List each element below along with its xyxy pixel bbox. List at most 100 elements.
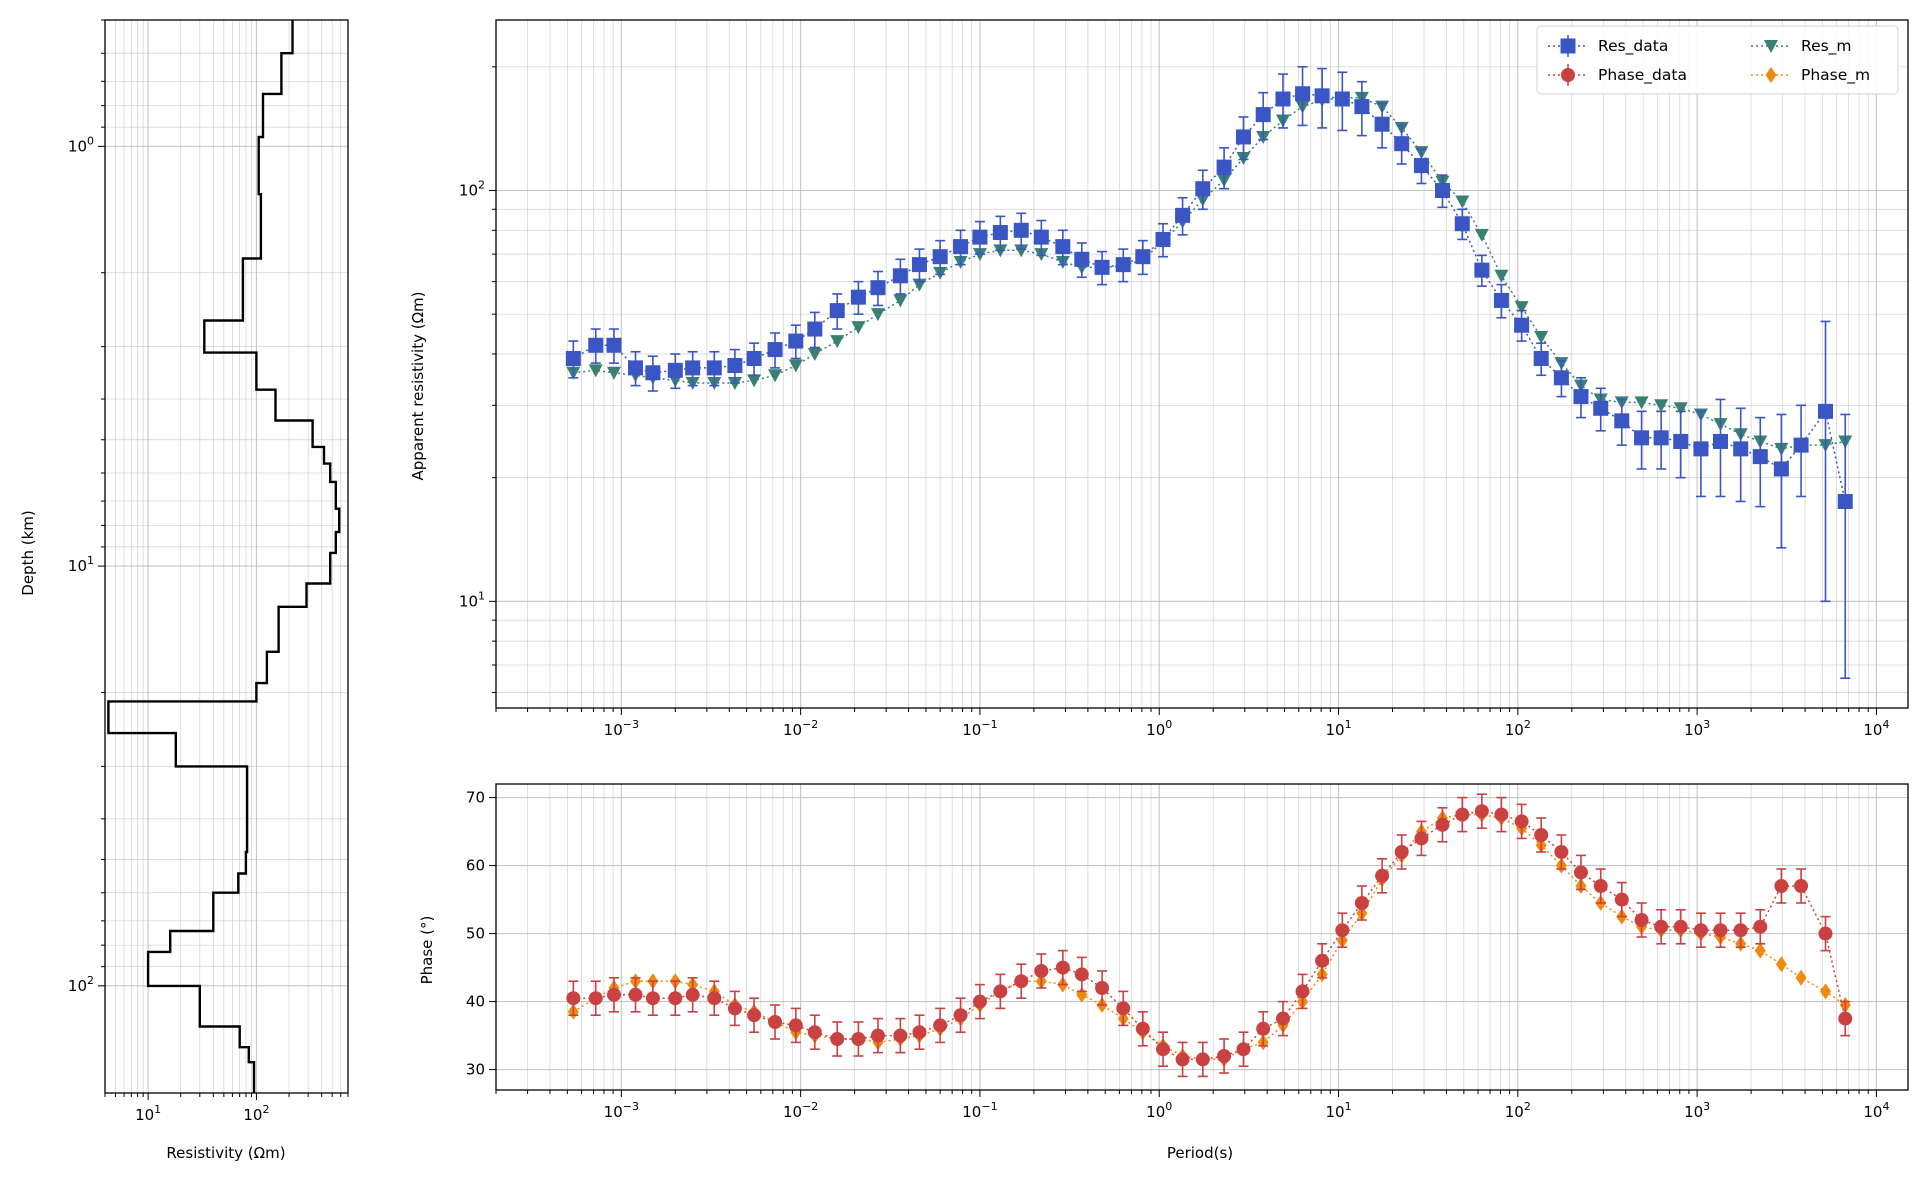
res-data-point [1374,116,1390,132]
res-data-point [1553,370,1569,386]
phase-data-point [1494,807,1509,822]
res-data-point [767,342,783,358]
x-tick-label: 10−1 [962,718,997,739]
phase-data-point [685,987,700,1002]
res-data-point [1514,317,1530,333]
phase-data-point [1195,1052,1210,1067]
res-data-point [1334,91,1350,107]
res-data-point [1793,437,1809,453]
res-data-line [572,92,1846,502]
res-marks [565,66,1853,679]
phase-ticks: 10−3 10−2 10−1 100 101 102 103 104 30 40 50 60 70 [466,789,1890,1121]
res-data-point [1354,99,1370,115]
res-data-point [1195,181,1211,197]
x-tick-label: 100 [1146,1100,1172,1121]
res-data-point [829,303,845,319]
res-m-line [573,97,1846,450]
y-tick-label: 100 [68,134,94,155]
legend-frame [1536,25,1899,95]
res-data-point [1434,182,1450,198]
phase-data-point [566,991,581,1006]
x-tick-label: 103 [1684,718,1710,739]
res-data-point [911,257,927,273]
res-m-point [1534,330,1549,344]
model-ticks: 101 102 100 101 102 [68,19,349,1124]
res-data-point [1094,259,1110,275]
phase-data-point [972,994,987,1009]
res-data-point [870,280,886,296]
res-m-point [1014,244,1029,258]
phase-data-point [933,1018,948,1033]
phase-data-point [1055,960,1070,975]
res-m-point [851,321,866,335]
phase-data-point [851,1032,866,1046]
x-tick-label: 102 [1505,718,1531,739]
x-tick-label: 102 [243,1103,269,1124]
phase-data-point [1713,923,1728,938]
phase-data-point [1534,828,1549,842]
phase-data-point [1435,817,1450,832]
x-tick-label: 103 [1684,1100,1710,1121]
y-tick-label: 101 [68,554,94,575]
phase-data-point [1375,868,1390,883]
res-data-point [588,337,604,353]
res-data-point [1115,257,1131,273]
phase-data-point [668,991,683,1006]
legend-label: Phase_m [1801,66,1870,85]
phase-data-point [807,1025,822,1040]
phase-data-point [1614,892,1629,907]
phase-data-point [1295,984,1310,999]
phase-data-point [1794,879,1809,893]
phase-data-line [573,810,1846,1061]
model-axes-frame [104,19,349,1094]
res-data-point [1216,159,1232,175]
phase-data-point [1573,865,1588,880]
phase-data-point [1733,923,1748,938]
y-tick-label: 40 [466,993,485,1011]
res-data-point [1653,430,1669,446]
res-ylabel: Apparent resistivity (Ωm) [409,292,427,481]
res-data-point [807,321,823,337]
y-tick-label: 60 [466,857,485,875]
res-m-point [768,369,783,383]
phase-data-point [1116,1001,1131,1016]
res-data-point [1295,86,1311,102]
res-data-point [1837,493,1853,509]
y-tick-label: 30 [466,1061,485,1079]
res-m-point [893,294,908,308]
phase-m-point [1754,942,1766,959]
phase-data-point [1673,919,1688,934]
res-data-point [953,239,969,255]
x-tick-label: 101 [1325,718,1351,739]
model-xlabel: Resistivity (Ωm) [166,1144,285,1162]
res-m-point [606,366,621,380]
phase-data-point [588,991,603,1006]
y-tick-label: 102 [459,178,485,199]
resistivity-profile-line [107,20,341,1093]
res-data-point [746,350,762,366]
res-data-point [892,268,908,284]
apparent-resistivity-panel: 10−3 10−2 10−1 100 101 102 103 104 101 102 Appare… [409,19,1909,739]
phase-data-point [1175,1052,1190,1067]
phase-data-point [1275,1011,1290,1026]
res-data-point [1413,158,1429,174]
res-data-point [706,360,722,376]
res-data-point [1135,249,1151,265]
phase-data-point [628,987,643,1002]
y-tick-label: 50 [466,925,485,943]
phase-data-point [1818,926,1833,941]
res-m-point [1654,399,1669,413]
phase-m-line [572,813,1846,1061]
phase-data-point [747,1008,762,1023]
res-data-point [1055,239,1071,255]
res-m-point [1494,269,1509,283]
res-data-point [1394,136,1410,152]
x-tick-label: 104 [1863,1100,1889,1121]
res-m-point [870,308,885,322]
x-tick-label: 104 [1863,718,1889,739]
res-data-point [685,360,701,376]
model-ylabel: Depth (km) [19,510,37,595]
legend-label: Phase_data [1598,66,1687,85]
phase-panel: 10−3 10−2 10−1 100 101 102 103 104 30 40 50 60 70 Pe… [418,783,1909,1162]
res-data-point [1773,461,1789,477]
